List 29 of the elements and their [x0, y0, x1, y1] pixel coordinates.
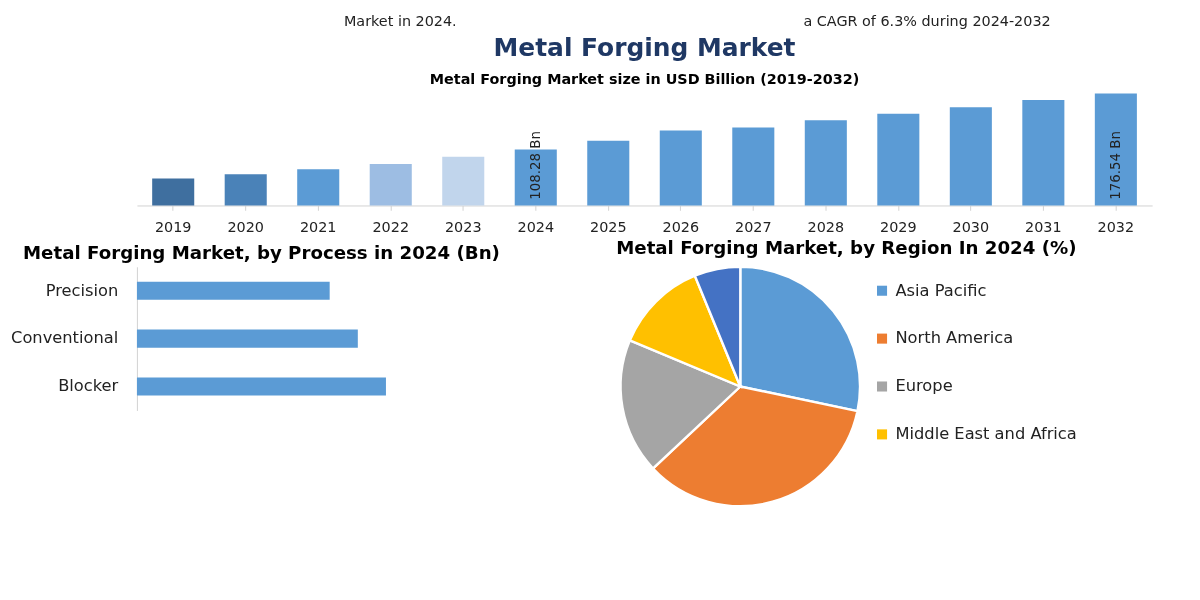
chart-title: Metal Forging Market	[493, 33, 796, 63]
x-tick-label: 2020	[227, 218, 264, 235]
y-tick-label: Blocker	[58, 376, 119, 396]
chart-title: Metal Forging Market, by Process in 2024 (Bn)	[23, 242, 500, 264]
x-tick-label: 2021	[299, 218, 337, 235]
x-tick-label: 2026	[662, 218, 700, 235]
x-tick-label: 2024	[517, 218, 555, 235]
y-tick-label: Conventional	[11, 328, 119, 348]
x-tick-label: 2028	[807, 218, 845, 235]
legend-label: Europe	[895, 376, 953, 396]
legend-label: Middle East and Africa	[895, 424, 1077, 444]
chart-title: Metal Forging Market, by Region In 2024 (%)	[616, 237, 1077, 259]
text: Market in 2024.	[343, 13, 457, 30]
x-tick-label: 2030	[952, 218, 990, 235]
x-tick-label: 2032	[1097, 218, 1135, 235]
x-tick-label: 2031	[1025, 218, 1062, 235]
x-tick-label: 2019	[154, 218, 192, 235]
x-tick-label: 2023	[444, 218, 482, 235]
legend-label: Asia Pacific	[895, 280, 987, 300]
text: a CAGR of 6.3% during 2024-2032	[803, 13, 1051, 30]
data-label: 176.54 Bn	[1107, 130, 1123, 200]
y-tick-label: Precision	[45, 280, 119, 300]
data-label: 108.28 Bn	[527, 130, 543, 200]
x-tick-label: 2029	[880, 218, 917, 235]
legend-label: North America	[895, 328, 1014, 348]
chart-subtitle: Metal Forging Market size in USD Billion (2019-2032)	[429, 70, 860, 87]
x-tick-label: 2022	[372, 218, 410, 235]
x-tick-label: 2027	[735, 218, 772, 235]
x-tick-label: 2025	[590, 218, 627, 235]
